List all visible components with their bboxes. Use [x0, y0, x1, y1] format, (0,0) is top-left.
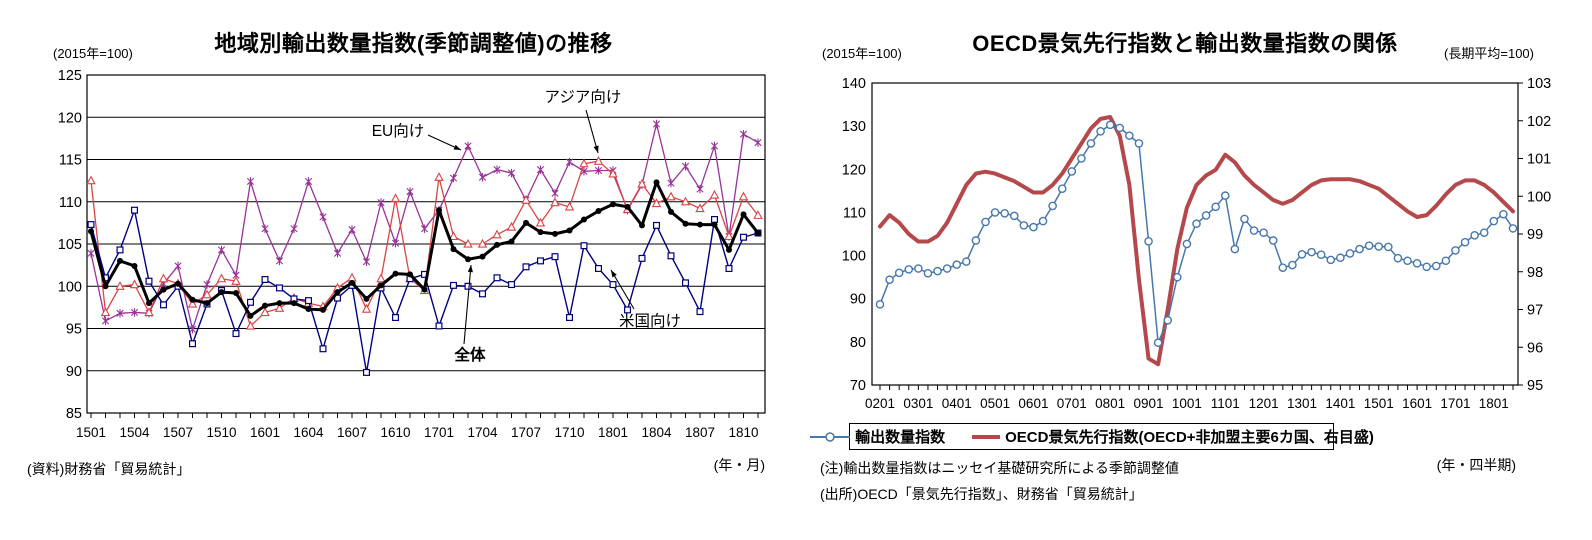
legend-item-export-index: 輸出数量指数	[809, 426, 945, 447]
svg-text:アジア向け: アジア向け	[545, 88, 622, 106]
right-note-2: (出所)OECD「景気先行指数」、財務省「貿易統計」	[820, 486, 1143, 502]
svg-text:1507: 1507	[163, 425, 193, 440]
right-x-axis-unit-label: (年・四半期)	[1436, 457, 1516, 473]
svg-text:102: 102	[1527, 114, 1551, 130]
svg-text:95: 95	[66, 322, 82, 338]
svg-text:96: 96	[1527, 340, 1543, 356]
svg-text:0601: 0601	[1018, 396, 1048, 411]
svg-text:0201: 0201	[865, 396, 895, 411]
svg-text:1701: 1701	[1440, 396, 1470, 411]
svg-text:80: 80	[850, 335, 866, 351]
svg-text:1607: 1607	[337, 425, 367, 440]
svg-text:0501: 0501	[980, 396, 1010, 411]
svg-text:1604: 1604	[293, 425, 324, 440]
svg-text:EU向け: EU向け	[372, 122, 425, 140]
svg-text:70: 70	[850, 378, 866, 394]
svg-text:100: 100	[58, 279, 82, 295]
svg-text:95: 95	[1527, 378, 1543, 394]
svg-text:85: 85	[66, 406, 82, 422]
svg-text:90: 90	[66, 364, 82, 380]
svg-text:1801: 1801	[1479, 396, 1509, 411]
svg-text:1001: 1001	[1172, 396, 1202, 411]
svg-text:100: 100	[842, 249, 866, 265]
left-y-axis-unit-label: (2015年=100)	[53, 46, 133, 61]
svg-text:1701: 1701	[424, 425, 454, 440]
svg-text:97: 97	[1527, 303, 1543, 319]
legend-label-export-index: 輸出数量指数	[855, 429, 946, 446]
svg-text:115: 115	[59, 153, 82, 169]
svg-text:0701: 0701	[1057, 396, 1087, 411]
right-chart-plot: 70 80 90 100 110 120 130 140 95 96 97 98 99 100 101 102…	[842, 76, 1551, 411]
svg-text:98: 98	[1527, 265, 1543, 281]
svg-text:130: 130	[842, 119, 866, 135]
svg-text:90: 90	[850, 292, 866, 308]
left-x-axis-unit-label: (年・月)	[713, 457, 765, 473]
svg-text:1601: 1601	[1402, 396, 1432, 411]
svg-text:110: 110	[59, 195, 82, 211]
svg-text:0801: 0801	[1095, 396, 1125, 411]
right-chart-title: OECD景気先行指数と輸出数量指数の関係	[972, 31, 1398, 56]
svg-text:1810: 1810	[728, 425, 758, 440]
svg-text:1301: 1301	[1287, 396, 1317, 411]
svg-text:1704: 1704	[467, 425, 498, 440]
svg-text:0401: 0401	[942, 396, 972, 411]
left-source-note: (資料)財務省「貿易統計」	[27, 461, 191, 477]
svg-text:101: 101	[1527, 152, 1551, 168]
svg-text:1601: 1601	[250, 425, 280, 440]
svg-text:1610: 1610	[380, 425, 410, 440]
svg-text:103: 103	[1527, 76, 1551, 92]
svg-text:1501: 1501	[76, 425, 106, 440]
svg-text:105: 105	[58, 237, 82, 253]
right-left-axis-unit-label: (2015年=100)	[822, 46, 902, 61]
svg-text:1707: 1707	[511, 425, 541, 440]
left-chart-plot: 85 90 95 100 105 110 115 120 125 1501 1504 1507 1510…	[58, 68, 766, 440]
right-note-1: (注)輸出数量指数はニッセイ基礎研究所による季節調整値	[820, 460, 1179, 476]
right-right-axis-unit-label: (長期平均=100)	[1444, 46, 1534, 61]
svg-text:110: 110	[843, 205, 866, 221]
legend-label-oecd-cli: OECD景気先行指数(OECD+非加盟主要6カ国、右目盛)	[1005, 429, 1374, 446]
svg-text:0301: 0301	[903, 396, 933, 411]
svg-text:1510: 1510	[206, 425, 236, 440]
svg-text:1801: 1801	[598, 425, 628, 440]
svg-text:120: 120	[58, 110, 82, 126]
svg-text:0901: 0901	[1134, 396, 1164, 411]
svg-text:1401: 1401	[1325, 396, 1355, 411]
left-chart-title: 地域別輸出数量指数(季節調整値)の推移	[214, 31, 613, 56]
svg-text:1501: 1501	[1364, 396, 1394, 411]
left-chart-panel: (2015年=100) 地域別輸出数量指数(季節調整値)の推移 85 90 95 10…	[27, 31, 766, 477]
svg-text:1201: 1201	[1249, 396, 1279, 411]
svg-text:100: 100	[1527, 189, 1551, 205]
svg-text:全体: 全体	[453, 345, 486, 364]
svg-text:99: 99	[1527, 227, 1543, 243]
svg-text:1101: 1101	[1211, 396, 1240, 411]
svg-text:1807: 1807	[685, 425, 715, 440]
svg-text:125: 125	[58, 68, 82, 84]
svg-text:米国向け: 米国向け	[619, 312, 681, 330]
oecd-cli-line-icon	[972, 434, 1001, 439]
svg-text:1504: 1504	[119, 425, 150, 440]
svg-text:1804: 1804	[641, 425, 672, 440]
svg-text:140: 140	[842, 76, 866, 92]
svg-text:120: 120	[842, 162, 866, 178]
legend-item-oecd-cli: OECD景気先行指数(OECD+非加盟主要6カ国、右目盛)	[971, 426, 1374, 447]
export-index-line-circle-icon	[810, 431, 851, 442]
svg-text:1710: 1710	[554, 425, 584, 440]
legend: 輸出数量指数 OECD景気先行指数(OECD+非加盟主要6カ国、右目盛)	[810, 423, 1374, 450]
right-chart-panel: (2015年=100) OECD景気先行指数と輸出数量指数の関係 (長期平均=1…	[796, 0, 1592, 540]
